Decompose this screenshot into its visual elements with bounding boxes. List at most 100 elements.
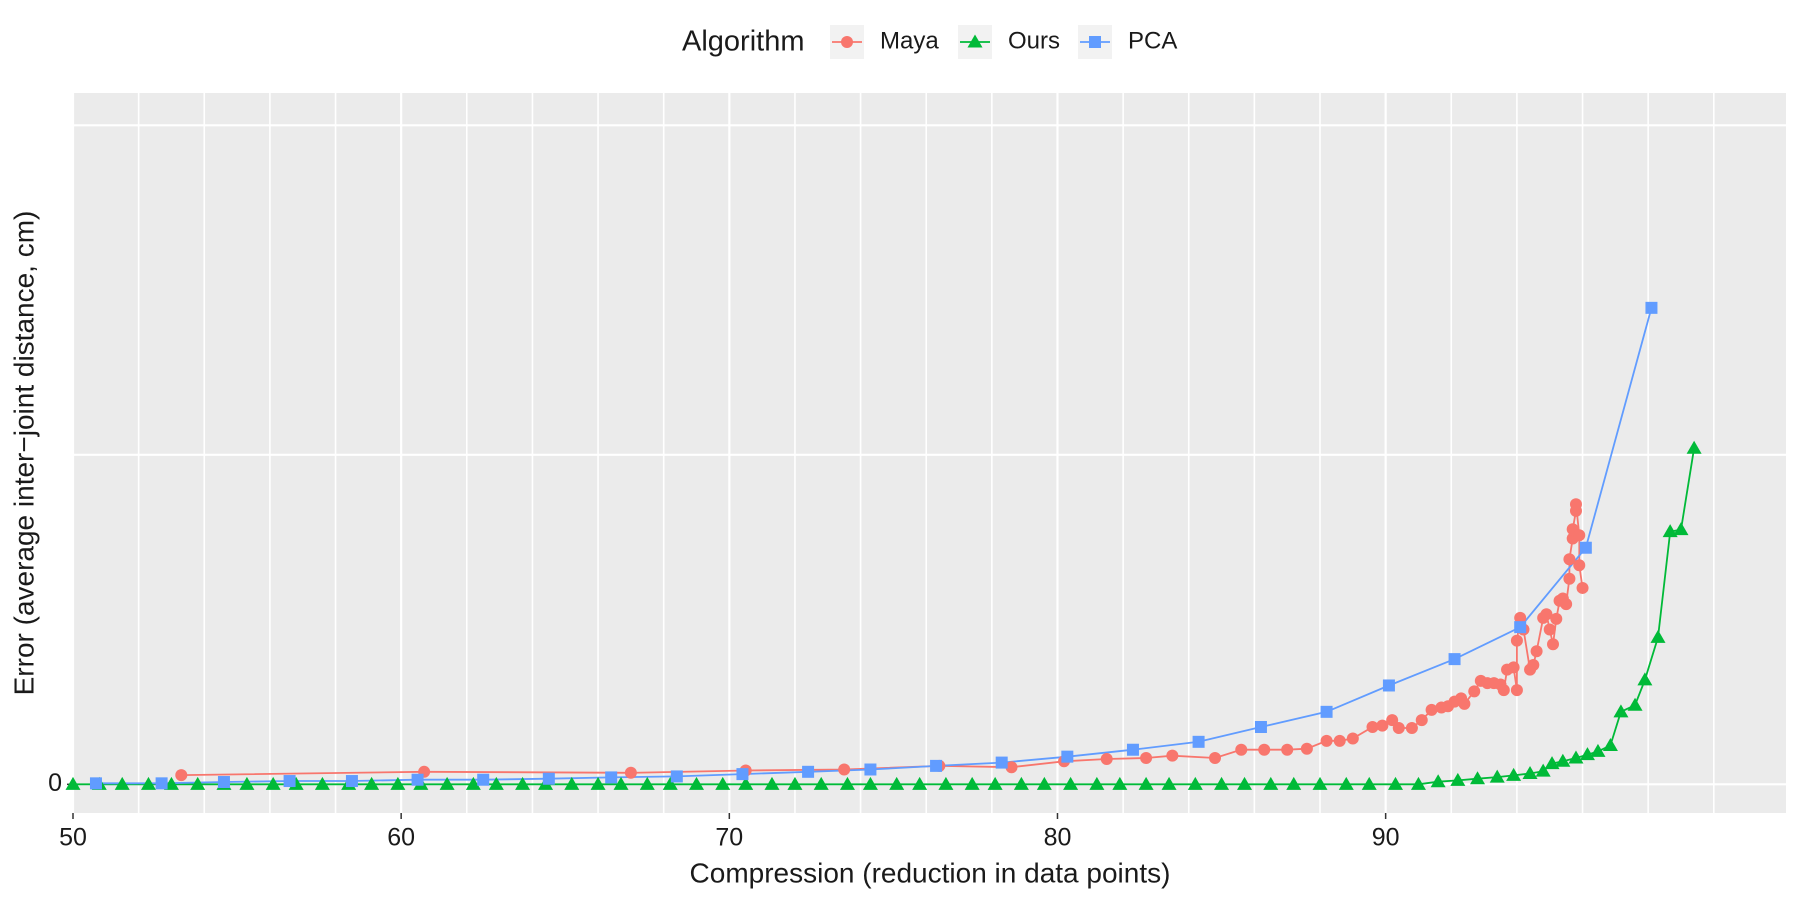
- point: [689, 776, 705, 790]
- point: [964, 776, 980, 790]
- point: [1550, 612, 1563, 625]
- point: [738, 776, 754, 790]
- legend-marker: [841, 36, 853, 48]
- point: [995, 756, 1008, 769]
- point: [1430, 774, 1446, 788]
- point: [217, 776, 230, 789]
- point: [283, 775, 296, 788]
- point: [1602, 737, 1618, 751]
- y-tick-label: 0: [48, 769, 62, 797]
- point: [439, 776, 455, 790]
- point: [1346, 732, 1359, 745]
- point: [987, 776, 1003, 790]
- point: [1458, 697, 1471, 710]
- point: [1563, 553, 1576, 566]
- point: [1527, 659, 1540, 672]
- x-tick-label: 80: [1044, 824, 1072, 852]
- point: [345, 775, 358, 788]
- point: [1650, 629, 1666, 643]
- point: [624, 766, 637, 779]
- legend-marker: [967, 34, 983, 48]
- point: [1576, 581, 1589, 594]
- legend-title: Algorithm: [682, 26, 805, 58]
- point: [1555, 753, 1571, 767]
- point: [1507, 661, 1520, 674]
- point: [1470, 771, 1486, 785]
- point: [1187, 776, 1203, 790]
- point: [1569, 498, 1582, 511]
- point: [1235, 743, 1248, 756]
- point: [163, 776, 179, 790]
- point: [488, 776, 504, 790]
- point: [715, 776, 731, 790]
- point: [1425, 703, 1438, 716]
- point: [465, 776, 481, 790]
- point: [1590, 743, 1606, 757]
- point: [938, 776, 954, 790]
- x-tick-label: 60: [387, 824, 415, 852]
- point: [1361, 776, 1377, 790]
- point: [1405, 721, 1418, 734]
- point: [1392, 721, 1405, 734]
- point: [838, 763, 851, 776]
- point: [542, 772, 555, 785]
- point: [1005, 761, 1018, 774]
- point: [1540, 608, 1553, 621]
- point: [1613, 704, 1629, 718]
- point: [1013, 776, 1029, 790]
- x-tick-label: 70: [715, 824, 743, 852]
- point: [1530, 645, 1543, 658]
- point: [1673, 522, 1689, 536]
- point: [1281, 743, 1294, 756]
- point: [670, 770, 683, 783]
- point: [1036, 776, 1052, 790]
- point: [912, 776, 928, 790]
- point: [1627, 697, 1643, 711]
- point: [114, 776, 130, 790]
- point: [1387, 776, 1403, 790]
- point: [1320, 705, 1333, 718]
- point: [314, 776, 330, 790]
- point: [639, 776, 655, 790]
- point: [140, 776, 156, 790]
- point: [1286, 776, 1302, 790]
- point: [605, 771, 618, 784]
- point: [1376, 719, 1389, 732]
- point: [1560, 598, 1573, 611]
- point: [1563, 572, 1576, 585]
- point: [930, 759, 943, 772]
- point: [1514, 611, 1527, 624]
- point: [1579, 541, 1592, 554]
- y-axis-title: Error (average inter−joint distance, cm): [8, 211, 39, 696]
- point: [390, 776, 406, 790]
- point: [1254, 720, 1267, 733]
- point: [1510, 634, 1523, 647]
- point: [364, 776, 380, 790]
- point: [1312, 776, 1328, 790]
- point: [1320, 734, 1333, 747]
- legend-marker: [1089, 36, 1101, 48]
- point: [1237, 776, 1253, 790]
- legend-label: Ours: [1008, 27, 1060, 54]
- point: [1662, 524, 1678, 538]
- point: [1573, 559, 1586, 572]
- legend-label: PCA: [1128, 27, 1177, 54]
- point: [864, 763, 877, 776]
- point: [1497, 684, 1510, 697]
- point: [1338, 776, 1354, 790]
- point: [1138, 776, 1154, 790]
- point: [1579, 747, 1595, 761]
- point: [1573, 529, 1586, 542]
- point: [65, 776, 81, 790]
- point: [1300, 742, 1313, 755]
- point: [862, 776, 878, 790]
- point: [736, 768, 749, 781]
- point: [1100, 752, 1113, 765]
- point: [155, 777, 168, 790]
- point: [1522, 765, 1538, 779]
- point: [1214, 776, 1230, 790]
- point: [1489, 769, 1505, 783]
- x-tick-label: 90: [1372, 824, 1400, 852]
